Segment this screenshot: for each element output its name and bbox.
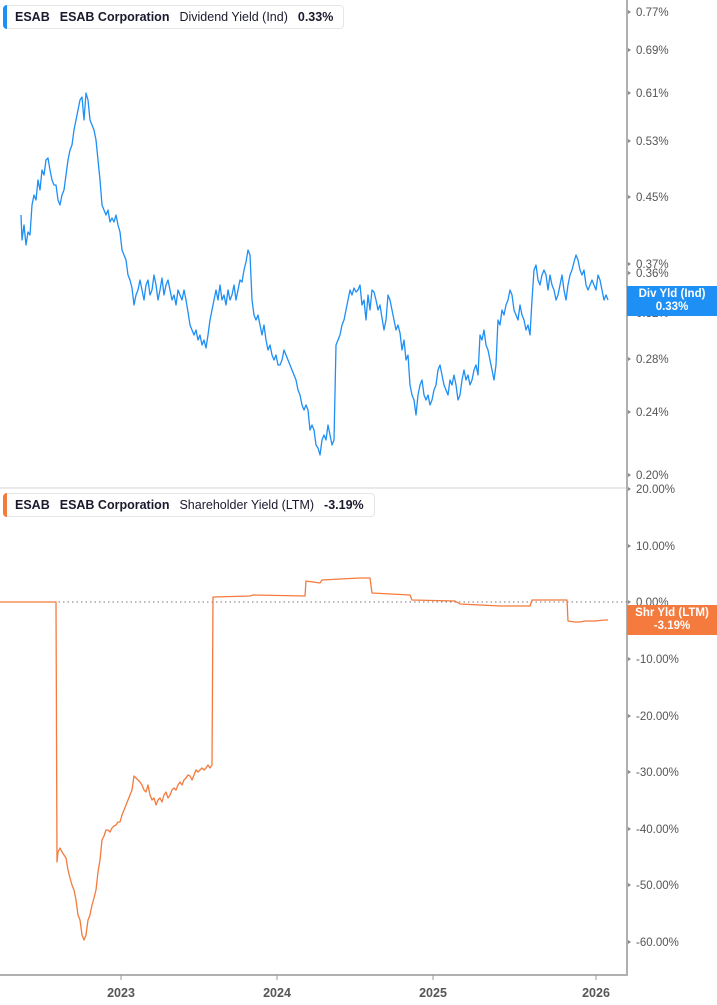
y-tick-mark: [628, 827, 631, 831]
y-tick-label: 0.61%: [636, 88, 669, 100]
y-tick-mark: [628, 139, 631, 143]
tag-value: -3.19%: [653, 620, 691, 632]
current-value-tag-shareholder: Shr Yld (LTM) -3.19%: [627, 605, 717, 635]
y-axis-ticks-shareholder: 20.00%10.00%0.00%-10.00%-20.00%-30.00%-4…: [628, 484, 679, 949]
legend-company-name: ESAB Corporation: [59, 10, 170, 24]
legend-dividend-yield[interactable]: ESAB ESAB Corporation Dividend Yield (In…: [3, 5, 345, 29]
y-tick-label: -30.00%: [636, 767, 679, 779]
legend-value: 0.33%: [297, 10, 334, 24]
y-tick-mark: [628, 657, 631, 661]
y-tick-label: -50.00%: [636, 880, 679, 892]
x-tick-label: 2026: [582, 986, 610, 1000]
y-tick-mark: [628, 410, 631, 414]
y-tick-mark: [628, 600, 631, 604]
y-axis-ticks-dividend: 0.77%0.69%0.61%0.53%0.45%0.37%0.36%0.32%…: [628, 7, 669, 482]
legend-value: -3.19%: [324, 498, 364, 512]
series-color-swatch: [3, 493, 7, 517]
y-tick-mark: [628, 487, 631, 491]
y-tick-mark: [628, 262, 631, 266]
y-tick-mark: [628, 271, 631, 275]
y-tick-label: 20.00%: [636, 484, 675, 496]
y-tick-label: 0.53%: [636, 136, 669, 148]
x-tick-label: 2024: [263, 986, 291, 1000]
tag-label: Shr Yld (LTM): [635, 607, 709, 619]
y-tick-label: -40.00%: [636, 824, 679, 836]
series-color-swatch: [3, 5, 7, 29]
tag-value: 0.33%: [655, 301, 689, 313]
y-tick-label: 0.69%: [636, 45, 669, 57]
y-tick-label: -20.00%: [636, 711, 679, 723]
y-tick-mark: [628, 48, 631, 52]
legend-company-name: ESAB Corporation: [59, 498, 170, 512]
y-tick-label: 0.77%: [636, 7, 669, 19]
y-tick-label: 0.20%: [636, 470, 669, 482]
y-tick-label: 0.36%: [636, 268, 669, 280]
y-tick-mark: [628, 473, 631, 477]
legend-metric: Dividend Yield (Ind): [179, 10, 288, 24]
y-tick-mark: [628, 195, 631, 199]
legend-metric: Shareholder Yield (LTM): [179, 498, 315, 512]
tag-label: Div Yld (Ind): [638, 288, 706, 300]
legend-shareholder-yield[interactable]: ESAB ESAB Corporation Shareholder Yield …: [3, 493, 375, 517]
y-tick-label: 0.28%: [636, 354, 669, 366]
x-tick-label: 2025: [419, 986, 447, 1000]
y-tick-mark: [628, 91, 631, 95]
y-tick-mark: [628, 357, 631, 361]
y-tick-label: 0.24%: [636, 407, 669, 419]
y-tick-mark: [628, 883, 631, 887]
y-tick-label: 0.45%: [636, 192, 669, 204]
x-tick-label: 2023: [107, 986, 135, 1000]
dividend-yield-line[interactable]: [20, 92, 609, 456]
legend-ticker: ESAB: [15, 10, 50, 24]
current-value-tag-dividend: Div Yld (Ind) 0.33%: [627, 286, 717, 316]
y-tick-label: 0.37%: [636, 259, 669, 271]
y-tick-mark: [628, 770, 631, 774]
x-axis-ticks: 2023 2024 2025 2026: [107, 975, 610, 1000]
y-tick-label: -60.00%: [636, 937, 679, 949]
y-tick-label: -10.00%: [636, 654, 679, 666]
y-tick-label: 10.00%: [636, 541, 675, 553]
y-tick-mark: [628, 940, 631, 944]
shareholder-yield-line[interactable]: [0, 577, 608, 941]
legend-ticker: ESAB: [15, 498, 50, 512]
y-tick-mark: [628, 544, 631, 548]
y-tick-mark: [628, 714, 631, 718]
y-tick-mark: [628, 10, 631, 14]
